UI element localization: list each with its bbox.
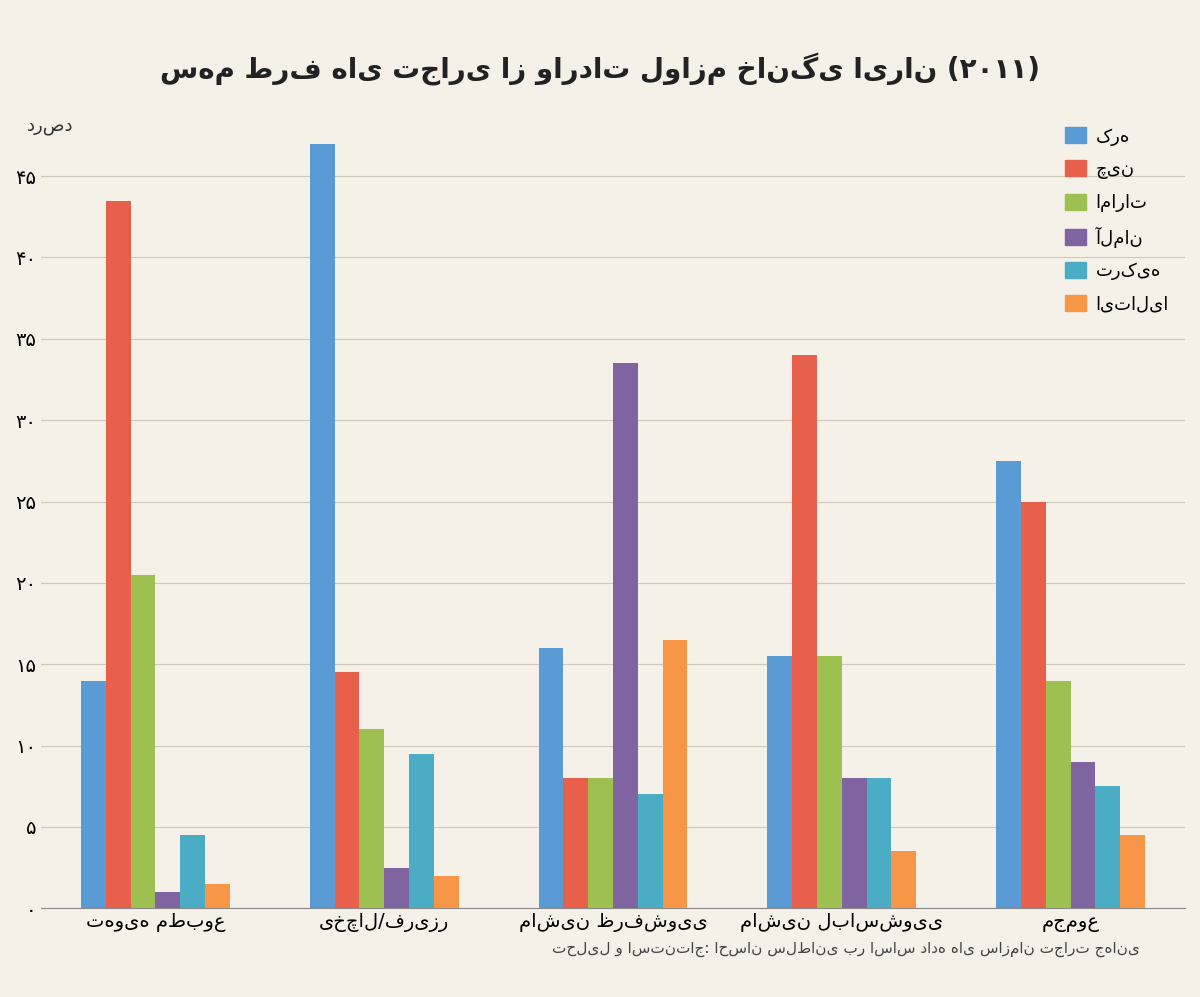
Bar	[1021, 501, 1046, 908]
Bar	[335, 672, 360, 908]
Bar	[180, 835, 205, 908]
Bar	[1120, 835, 1145, 908]
Bar	[588, 778, 613, 908]
Bar	[564, 778, 588, 908]
Bar	[817, 656, 841, 908]
Bar	[1046, 681, 1070, 908]
Bar	[792, 355, 817, 908]
Bar	[768, 656, 792, 908]
Bar	[1096, 787, 1120, 908]
Bar	[866, 778, 892, 908]
Text: سهم طرف های تجاری از واردات لوازم خانگی ایران (۲۰۱۱): سهم طرف های تجاری از واردات لوازم خانگی …	[160, 53, 1040, 87]
Bar	[841, 778, 866, 908]
Text: تحلیل و استنتاج: احسان سلطانی بر اساس داده های سازمان تجارت جهانی: تحلیل و استنتاج: احسان سلطانی بر اساس دا…	[552, 942, 1140, 957]
Bar	[433, 875, 458, 908]
Bar	[409, 754, 433, 908]
Bar	[360, 730, 384, 908]
Bar	[662, 640, 688, 908]
Bar	[155, 892, 180, 908]
Bar	[996, 461, 1021, 908]
Bar	[384, 867, 409, 908]
Bar	[310, 144, 335, 908]
Bar	[613, 363, 637, 908]
Bar	[892, 851, 916, 908]
Bar	[131, 574, 155, 908]
Text: درصد: درصد	[28, 118, 73, 136]
Bar	[539, 648, 564, 908]
Legend: کره, چین, امارات, آلمان, ترکیه, ایتالیا: کره, چین, امارات, آلمان, ترکیه, ایتالیا	[1057, 120, 1176, 320]
Bar	[82, 681, 106, 908]
Bar	[637, 795, 662, 908]
Bar	[205, 884, 229, 908]
Bar	[106, 200, 131, 908]
Bar	[1070, 762, 1096, 908]
